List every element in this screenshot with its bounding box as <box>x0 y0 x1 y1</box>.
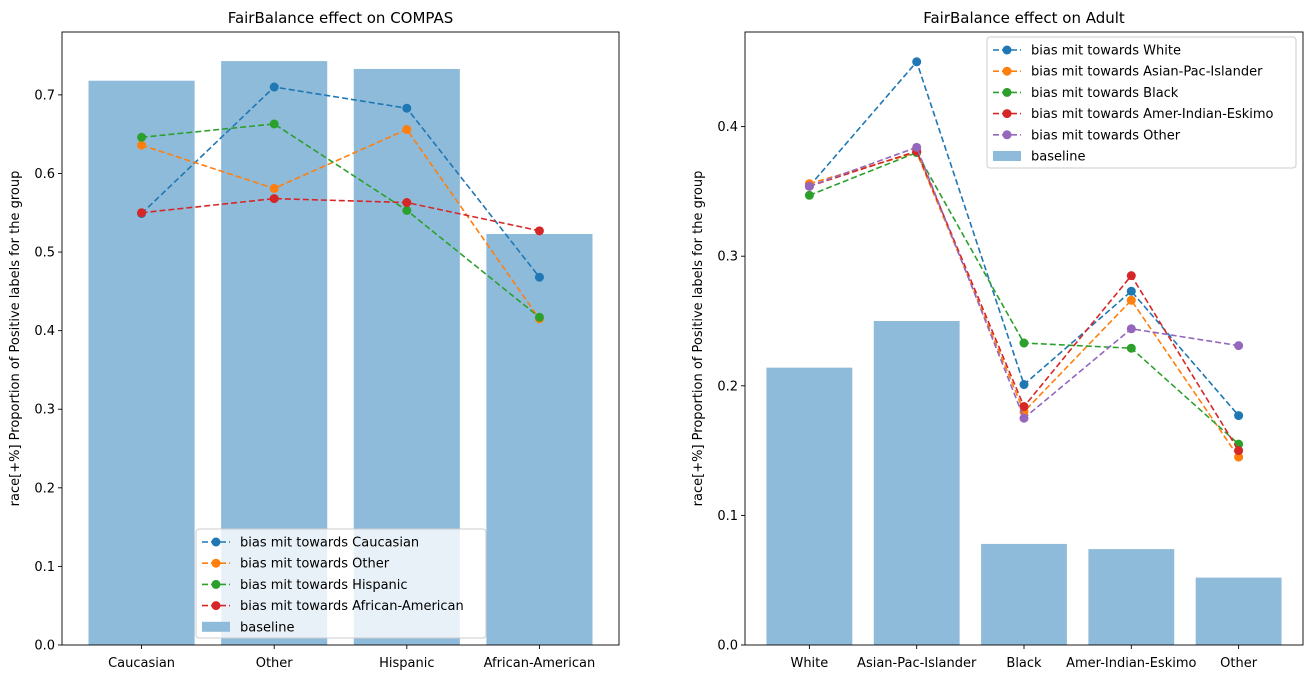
legend-entry: bias mit towards African-American <box>240 599 464 614</box>
legend-entry: bias mit towards Other <box>1031 128 1181 143</box>
bar-african-american <box>486 233 593 645</box>
bar-other <box>1195 577 1282 645</box>
series-4-point-3 <box>1019 402 1029 412</box>
series-line-4 <box>141 197 540 232</box>
x-tick-label: Black <box>1006 656 1042 671</box>
legend-box <box>986 36 1297 169</box>
y-tick-label: 0.1 <box>717 509 738 524</box>
series-3-point-2 <box>269 119 279 129</box>
series-5-point-4 <box>1126 324 1136 334</box>
y-tick-label: 0.3 <box>34 403 55 418</box>
series-3-point-3 <box>1019 338 1029 348</box>
legend-marker <box>1002 109 1012 119</box>
legend-marker <box>211 558 221 568</box>
series-1-point-5 <box>1234 411 1244 421</box>
x-tick-label: African-American <box>484 656 596 671</box>
y-tick-label: 0.2 <box>717 379 738 394</box>
y-axis-label: race[+%] Proportion of Positive labels f… <box>8 171 23 507</box>
chart-panel-1: 0.0 0.1 0.2 0.3 0.4 0.5 0.6 0.7 Caucasian Other Hi… <box>8 9 620 671</box>
y-tick-label: 0.5 <box>34 246 55 261</box>
series-1-point-4 <box>534 272 544 282</box>
series-2-point-4 <box>1126 295 1136 305</box>
x-tick-label: Hispanic <box>379 656 434 671</box>
chart-panel-2: 0.0 0.1 0.2 0.3 0.4 White Asian-Pac-Islander Bl… <box>691 9 1304 671</box>
y-tick-label: 0.6 <box>34 167 55 182</box>
legend-marker <box>211 601 221 611</box>
series-4-point-1 <box>137 208 147 218</box>
y-tick-label: 0.2 <box>34 481 55 496</box>
legend: bias mit towards White bias mit towards A… <box>986 36 1297 169</box>
legend-entry: baseline <box>240 620 294 635</box>
legend-swatch-baseline <box>202 621 230 632</box>
series-2-point-1 <box>137 140 147 150</box>
y-tick-label: 0.1 <box>34 560 55 575</box>
series-3-point-1 <box>137 132 147 142</box>
x-tick-label: Other <box>256 656 294 671</box>
legend-marker <box>211 537 221 547</box>
y-tick-label: 0.4 <box>34 324 55 339</box>
series-2-point-5 <box>1234 452 1244 462</box>
series-line-3 <box>141 123 540 318</box>
series-4-point-3 <box>402 198 412 208</box>
legend-entry: bias mit towards Caucasian <box>240 536 419 551</box>
bar-asian-pac-islander <box>873 321 960 645</box>
x-tick-label: Caucasian <box>108 656 175 671</box>
series-line-2 <box>141 128 541 320</box>
legend-entry: bias mit towards Other <box>240 557 390 572</box>
series-5-point-2 <box>912 142 922 152</box>
series-1-point-2 <box>269 82 279 92</box>
legend-swatch-baseline <box>993 151 1021 161</box>
legend-entry: bias mit towards Amer-Indian-Eskimo <box>1031 107 1274 122</box>
bar-amer-indian-eskimo <box>1088 549 1175 645</box>
legend-marker <box>1002 45 1012 55</box>
bar-caucasian <box>88 80 195 645</box>
series-3-point-1 <box>804 190 814 200</box>
x-tick-label: Asian-Pac-Islander <box>857 656 977 671</box>
legend-marker <box>1002 66 1012 76</box>
bar-white <box>766 367 853 645</box>
legend-marker <box>1002 130 1012 140</box>
series-3-point-4 <box>534 312 544 322</box>
series-2-point-2 <box>269 183 279 193</box>
series-1-point-3 <box>402 103 412 113</box>
chart-title: FairBalance effect on Adult <box>923 9 1125 27</box>
x-tick-label: Amer-Indian-Eskimo <box>1066 656 1196 671</box>
series-5-point-1 <box>804 181 814 191</box>
chart-title: FairBalance effect on COMPAS <box>228 9 454 27</box>
legend-box <box>195 528 487 639</box>
legend: bias mit towards Caucasian bias mit towar… <box>195 528 487 639</box>
legend-entry: bias mit towards Asian-Pac-Islander <box>1031 65 1263 80</box>
plot-frame <box>61 31 620 646</box>
x-tick-label: White <box>790 656 828 671</box>
series-3-point-3 <box>402 205 412 215</box>
series-line-1 <box>141 86 541 278</box>
series-4-point-4 <box>1126 271 1136 281</box>
y-tick-label: 0.0 <box>717 639 738 654</box>
legend-marker <box>1002 87 1012 97</box>
y-tick-label: 0.0 <box>34 639 55 654</box>
series-5-point-3 <box>1019 413 1029 423</box>
series-5-point-5 <box>1234 341 1244 351</box>
series-1-point-2 <box>912 57 922 67</box>
legend-marker <box>211 579 221 589</box>
legend-entry: bias mit towards White <box>1031 44 1181 59</box>
series-4-point-4 <box>534 226 544 236</box>
series-3-point-4 <box>1126 343 1136 353</box>
series-4-point-2 <box>269 194 279 204</box>
legend-entry: bias mit towards Hispanic <box>240 578 408 593</box>
y-tick-label: 0.3 <box>717 250 738 265</box>
series-2-point-3 <box>402 124 412 134</box>
series-1-point-3 <box>1019 380 1029 390</box>
bar-black <box>981 543 1067 645</box>
x-tick-label: Other <box>1220 656 1258 671</box>
legend-entry: bias mit towards Black <box>1031 86 1179 101</box>
legend-entry: baseline <box>1031 150 1085 165</box>
series-1-point-4 <box>1126 286 1136 296</box>
y-tick-label: 0.7 <box>34 88 55 103</box>
y-axis-label: race[+%] Proportion of Positive labels f… <box>691 171 706 507</box>
y-tick-label: 0.4 <box>717 120 738 135</box>
series-4-point-5 <box>1234 446 1244 456</box>
